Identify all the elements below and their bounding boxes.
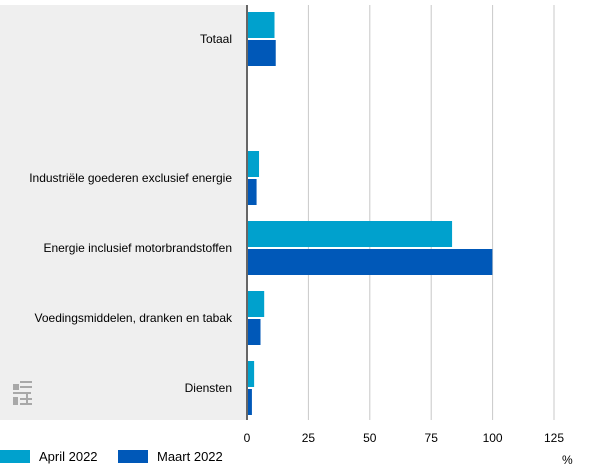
bar xyxy=(247,179,257,205)
category-label: Totaal xyxy=(200,32,232,46)
bar xyxy=(247,151,260,177)
bars xyxy=(247,12,493,415)
legend-item-maart: Maart 2022 xyxy=(118,449,223,464)
x-tick-label: 50 xyxy=(363,431,377,445)
legend-swatch-april xyxy=(0,450,30,463)
bar xyxy=(247,12,275,38)
category-label: Industriële goederen exclusief energie xyxy=(29,171,232,185)
category-label: Diensten xyxy=(185,381,232,395)
legend: April 2022 Maart 2022 xyxy=(0,449,600,469)
x-tick-label: 25 xyxy=(302,431,316,445)
bar xyxy=(247,249,493,275)
x-tick-label: 0 xyxy=(244,431,251,445)
x-tick-labels: 0 25 50 75 100 125 xyxy=(244,431,565,445)
gridlines xyxy=(307,5,555,420)
category-labels: Totaal Industriële goederen exclusief ene… xyxy=(29,32,233,395)
x-tick-label: 75 xyxy=(425,431,439,445)
cbs-logo-icon xyxy=(13,381,32,405)
bar xyxy=(247,389,252,415)
legend-label-april: April 2022 xyxy=(39,449,98,464)
legend-swatch-maart xyxy=(118,450,148,463)
x-tick-label: 100 xyxy=(483,431,503,445)
bar xyxy=(247,361,255,387)
bar xyxy=(247,40,276,66)
x-tick-label: 125 xyxy=(544,431,564,445)
legend-label-maart: Maart 2022 xyxy=(157,449,223,464)
category-label: Voedingsmiddelen, dranken en tabak xyxy=(35,311,233,325)
category-panel-background xyxy=(0,5,247,420)
unit-label: % xyxy=(562,453,573,467)
bar xyxy=(247,319,261,345)
bar xyxy=(247,221,453,247)
legend-item-april: April 2022 xyxy=(0,449,98,464)
bar xyxy=(247,291,265,317)
category-label: Energie inclusief motorbrandstoffen xyxy=(43,241,232,255)
